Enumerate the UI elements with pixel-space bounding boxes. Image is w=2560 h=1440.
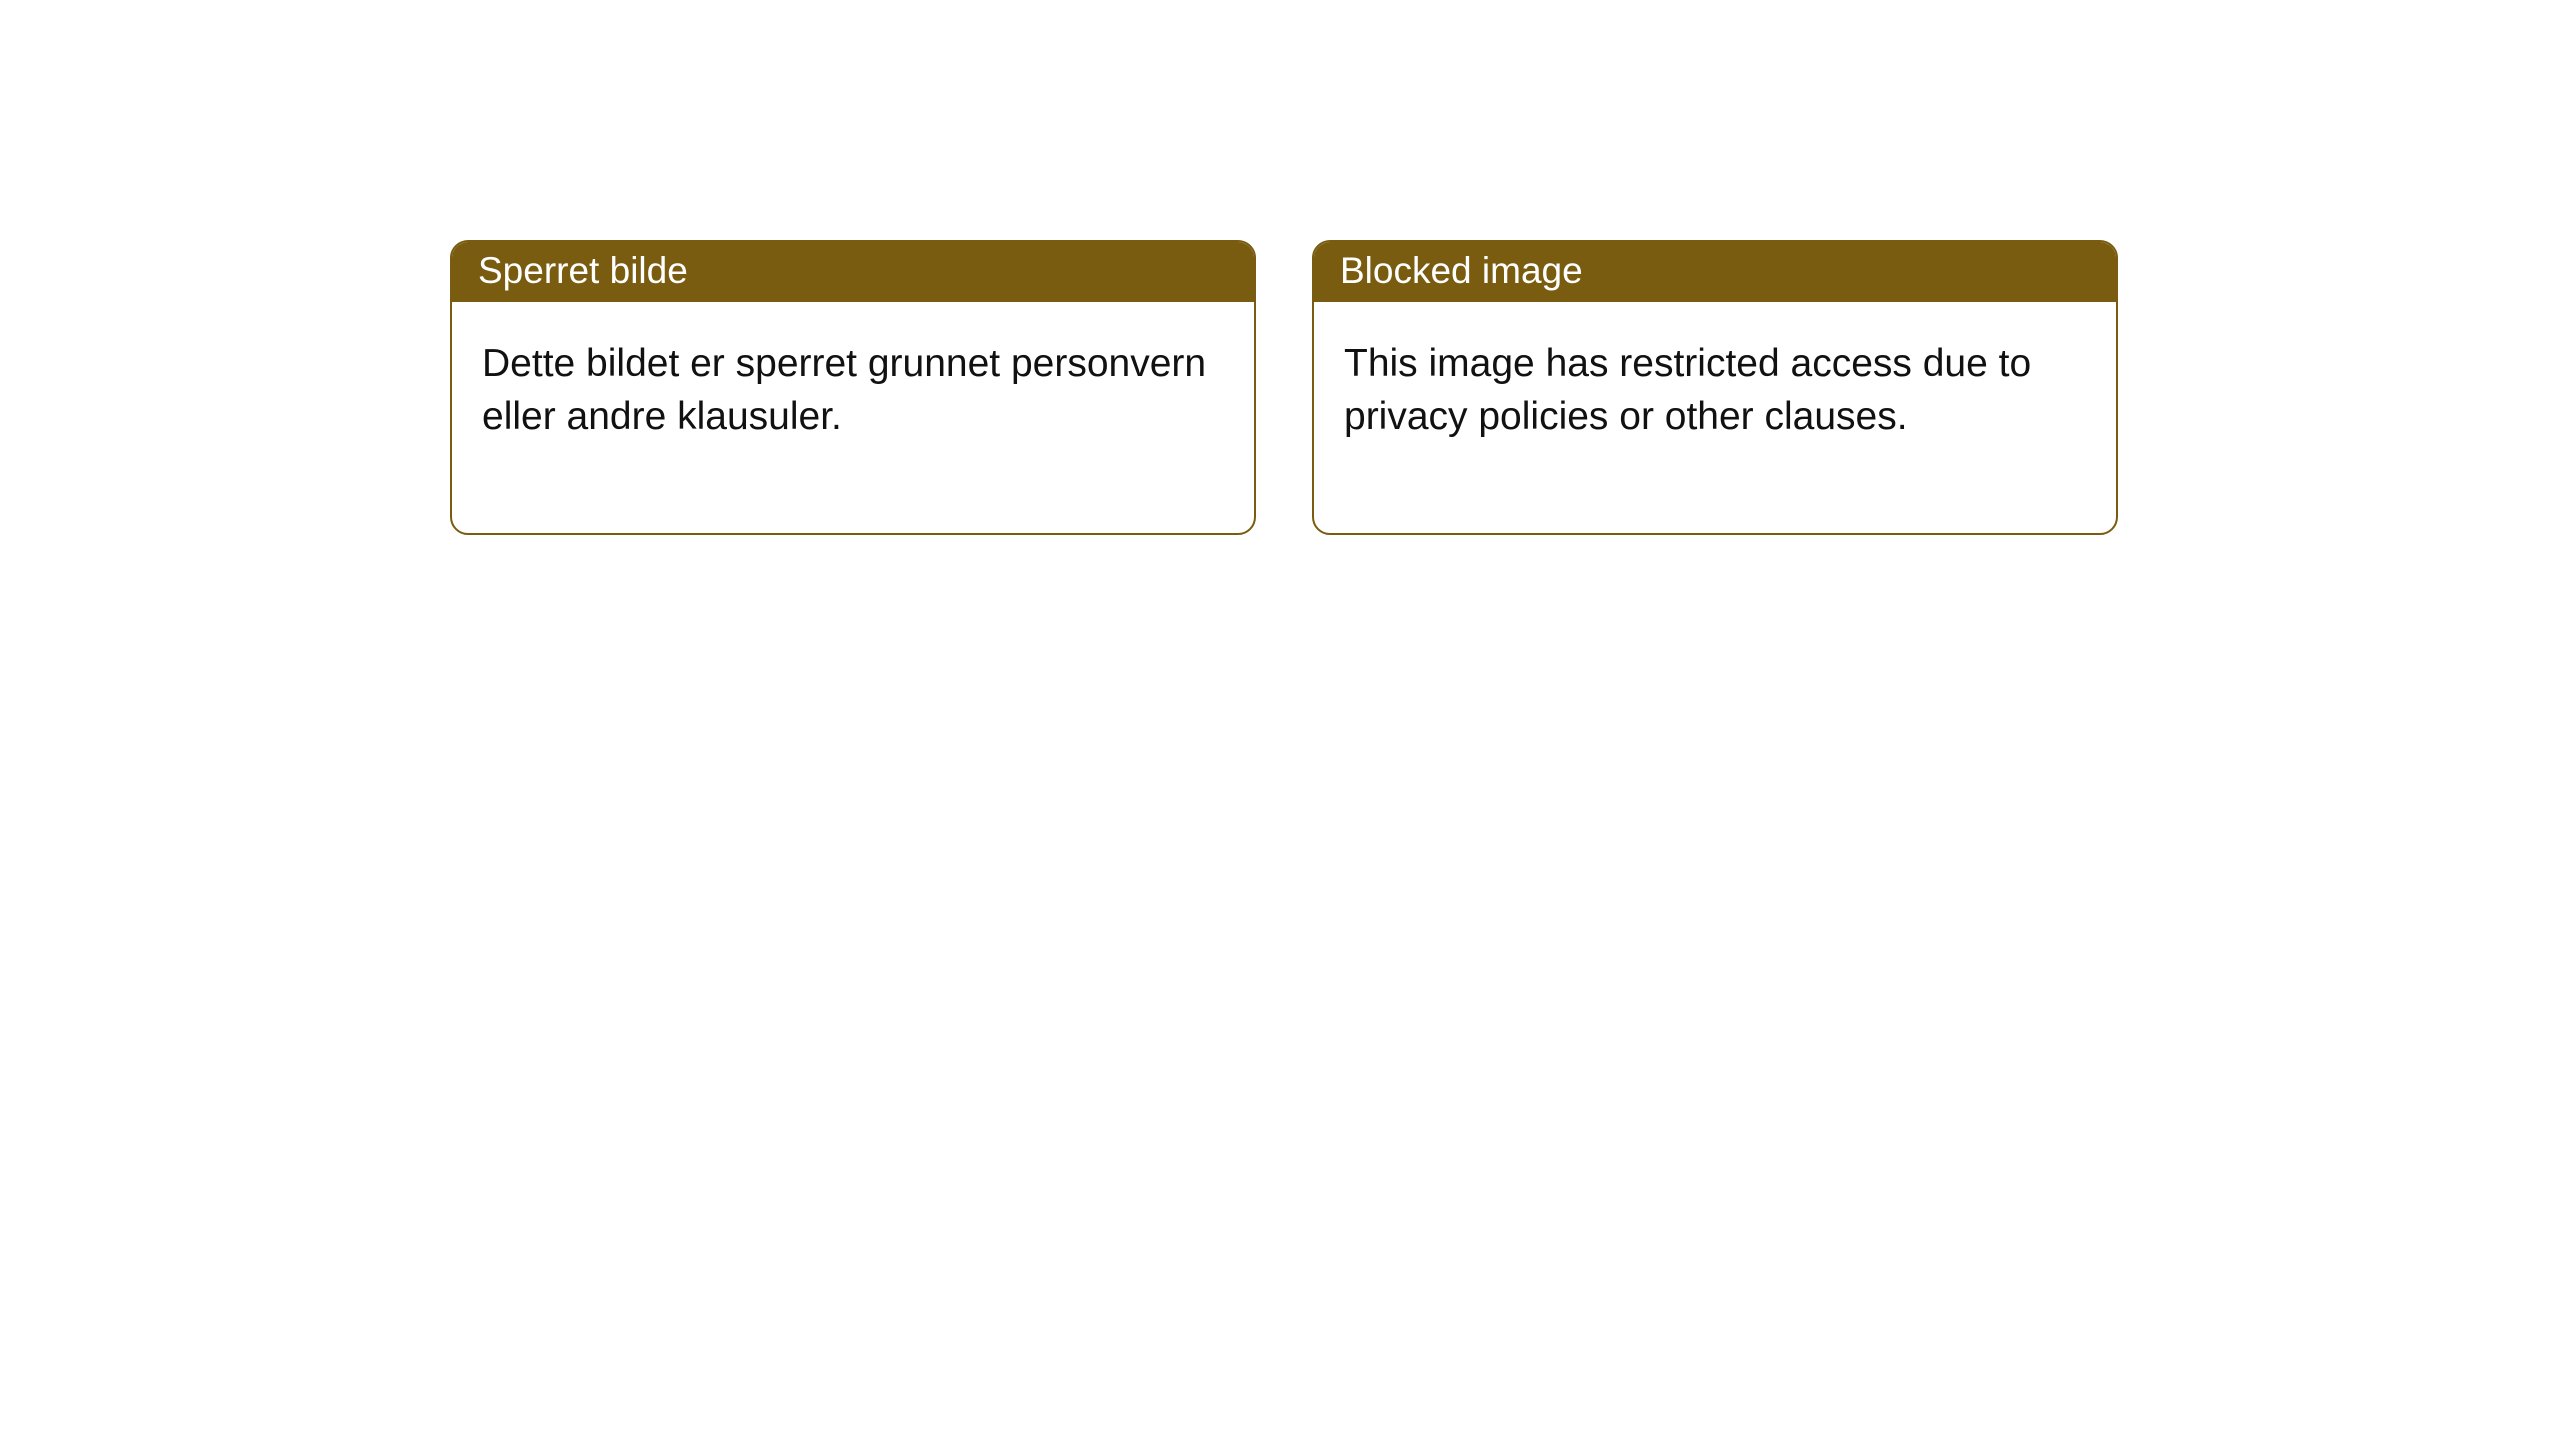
notice-card-title: Blocked image	[1314, 242, 2116, 302]
notice-card-no: Sperret bilde Dette bildet er sperret gr…	[450, 240, 1256, 535]
notice-card-body: Dette bildet er sperret grunnet personve…	[452, 302, 1254, 533]
notice-cards-row: Sperret bilde Dette bildet er sperret gr…	[0, 0, 2560, 535]
notice-card-en: Blocked image This image has restricted …	[1312, 240, 2118, 535]
notice-card-title: Sperret bilde	[452, 242, 1254, 302]
notice-card-body: This image has restricted access due to …	[1314, 302, 2116, 533]
